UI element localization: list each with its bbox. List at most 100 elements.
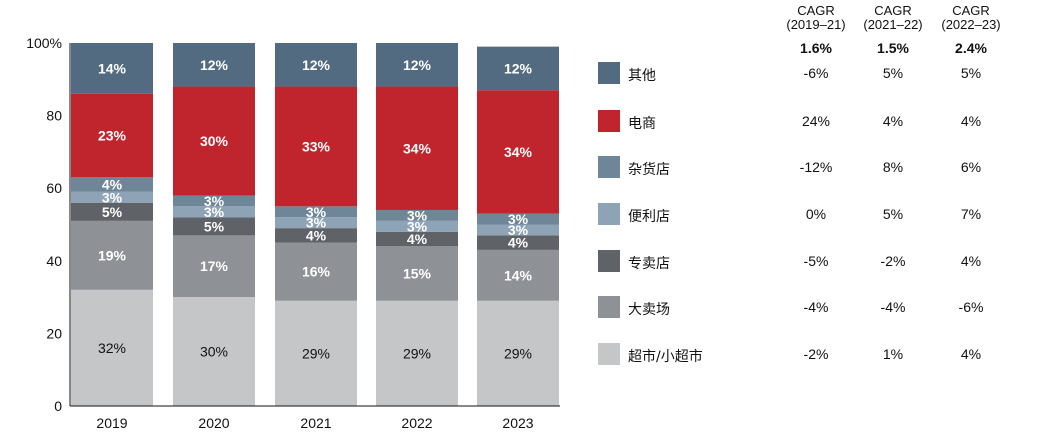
cagr-value: 6% <box>960 159 982 175</box>
data-label: 12% <box>403 57 432 73</box>
data-label: 34% <box>403 140 432 156</box>
x-tick-label: 2021 <box>300 415 331 431</box>
data-label: 5% <box>204 218 225 234</box>
bar-segment <box>376 86 458 210</box>
bar-segment <box>376 231 458 247</box>
data-label: 3% <box>407 207 428 223</box>
cagr-header-2019-21: CAGR (2019–21) <box>776 4 856 32</box>
legend-item: 便利店 0% 5% 7% <box>598 203 1038 227</box>
stacked-bar-chart: 020406080100%32%19%5%3%4%23%14%201930%17… <box>26 35 560 431</box>
legend-swatch <box>598 343 620 365</box>
bar-segment <box>477 46 559 91</box>
cagr-value: -4% <box>803 299 829 315</box>
cagr-value: 5% <box>960 65 982 81</box>
bar-segment <box>477 213 559 225</box>
cagr-header-period: (2021–22) <box>863 17 923 32</box>
legend-label: 超市/小超市 <box>628 349 703 365</box>
legend-label: 电商 <box>628 116 656 132</box>
data-label: 30% <box>200 133 229 149</box>
bar-segment <box>477 249 559 301</box>
data-label: 14% <box>504 267 533 283</box>
legend-swatch <box>598 62 620 84</box>
cagr-header-title: CAGR <box>952 3 990 18</box>
cagr-value: -4% <box>880 299 906 315</box>
data-label: 4% <box>508 235 529 251</box>
bar-segment <box>173 43 255 87</box>
bar-segment <box>275 86 357 207</box>
data-label: 5% <box>102 204 123 220</box>
data-label: 14% <box>98 60 127 76</box>
bar-segment <box>376 300 458 406</box>
cagr-value: -6% <box>958 299 984 315</box>
y-tick-label: 0 <box>54 398 62 414</box>
bar-segment <box>376 246 458 301</box>
cagr-header-title: CAGR <box>874 3 912 18</box>
bar-segment <box>71 202 153 221</box>
x-tick-label: 2020 <box>198 415 229 431</box>
legend-label: 其他 <box>628 68 656 84</box>
bar-segment <box>275 206 357 218</box>
data-label: 3% <box>102 189 123 205</box>
data-label: 12% <box>504 60 533 76</box>
data-label: 17% <box>200 258 229 274</box>
bar-segment <box>71 191 153 203</box>
data-label: 29% <box>504 345 532 361</box>
cagr-value: 7% <box>960 206 982 222</box>
cagr-value: 4% <box>960 253 982 269</box>
cagr-total-2019-21: 1.6% <box>800 40 832 56</box>
bar-segment <box>71 220 153 290</box>
bar-segment <box>173 235 255 298</box>
data-label: 16% <box>302 264 331 280</box>
bar-segment <box>275 228 357 243</box>
bar-segment <box>173 217 255 236</box>
legend-label: 便利店 <box>628 209 670 225</box>
y-tick-label: 40 <box>46 253 62 269</box>
legend-swatch <box>598 203 620 225</box>
data-label: 30% <box>200 344 228 360</box>
data-label: 4% <box>306 227 327 243</box>
legend-label: 大卖场 <box>628 302 670 318</box>
cagr-header-period: (2019–21) <box>786 17 846 32</box>
data-label: 3% <box>508 222 529 238</box>
cagr-total-2022-23: 2.4% <box>955 40 987 56</box>
bar-segment <box>376 43 458 87</box>
data-label: 3% <box>204 193 225 209</box>
cagr-value: -6% <box>803 65 829 81</box>
data-label: 29% <box>403 345 431 361</box>
data-label: 19% <box>98 247 127 263</box>
cagr-value: 5% <box>882 65 904 81</box>
bar-segment <box>173 195 255 207</box>
cagr-value: -12% <box>799 159 833 175</box>
data-label: 34% <box>504 144 533 160</box>
cagr-value: 24% <box>801 113 831 129</box>
bar-segment <box>376 220 458 232</box>
data-label: 3% <box>407 218 428 234</box>
cagr-value: -5% <box>803 253 829 269</box>
cagr-value: 8% <box>882 159 904 175</box>
bar-segment <box>376 209 458 221</box>
bar-segment <box>477 300 559 406</box>
legend-item: 大卖场 -4% -4% -6% <box>598 296 1038 320</box>
bar-segment <box>477 224 559 236</box>
x-tick-label: 2023 <box>502 415 533 431</box>
data-label: 3% <box>204 204 225 220</box>
cagr-value: 4% <box>882 113 904 129</box>
legend-item: 超市/小超市 -2% 1% 4% <box>598 343 1038 367</box>
legend-swatch <box>598 296 620 318</box>
data-label: 3% <box>508 211 529 227</box>
bar-segment <box>275 43 357 87</box>
data-label: 4% <box>407 231 428 247</box>
data-label: 32% <box>98 340 126 356</box>
legend-item: 杂货店 -12% 8% 6% <box>598 156 1038 180</box>
bar-segment <box>71 43 153 94</box>
data-label: 12% <box>302 57 331 73</box>
cagr-value: 4% <box>960 346 982 362</box>
bar-segment <box>477 235 559 250</box>
legend-swatch <box>598 156 620 178</box>
legend-swatch <box>598 250 620 272</box>
cagr-header-2021-22: CAGR (2021–22) <box>853 4 933 32</box>
cagr-total-2021-22: 1.5% <box>877 40 909 56</box>
data-label: 23% <box>98 128 127 144</box>
cagr-value: 0% <box>805 206 827 222</box>
cagr-value: 5% <box>882 206 904 222</box>
